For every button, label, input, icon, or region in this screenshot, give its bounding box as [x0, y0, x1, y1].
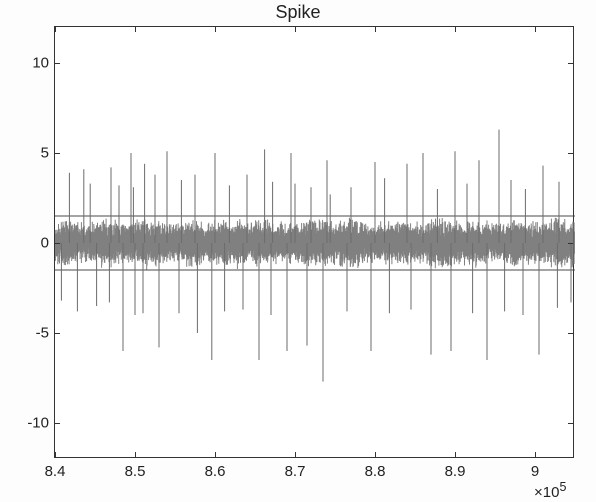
plot-area	[55, 27, 575, 459]
axes: -10-505108.48.58.68.78.88.99	[54, 26, 574, 458]
y-tick-label: 5	[41, 145, 49, 162]
x-tick-label: 8.6	[205, 463, 226, 480]
x-tick-label: 9	[531, 463, 539, 480]
chart-title: Spike	[0, 2, 596, 23]
x-axis-exponent: ×105	[534, 480, 566, 501]
y-tick-label: 10	[32, 55, 49, 72]
y-tick-label: -10	[27, 415, 49, 432]
x-tick-label: 8.9	[445, 463, 466, 480]
y-tick-label: 0	[41, 235, 49, 252]
figure: Spike -10-505108.48.58.68.78.88.99 ×105	[0, 0, 596, 502]
x-tick-label: 8.4	[45, 463, 66, 480]
x-tick-label: 8.8	[365, 463, 386, 480]
x-tick-label: 8.7	[285, 463, 306, 480]
x-tick-label: 8.5	[125, 463, 146, 480]
y-tick-label: -5	[36, 325, 49, 342]
